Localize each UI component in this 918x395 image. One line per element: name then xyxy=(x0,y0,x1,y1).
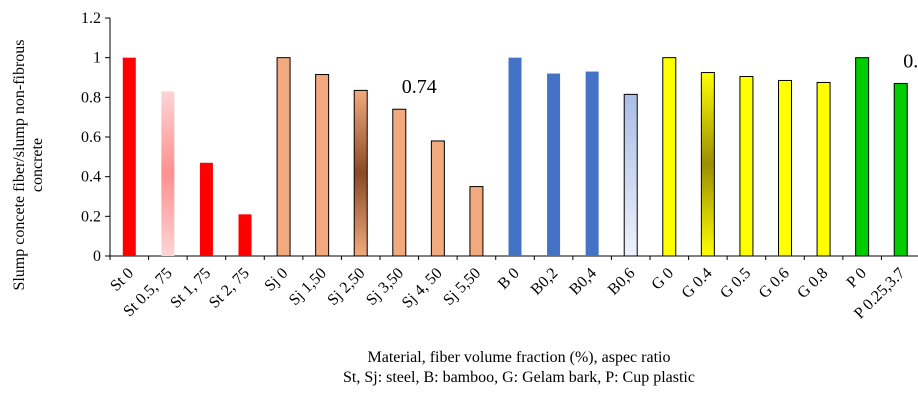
x-axis-title: Material, fiber volume fraction (%), asp… xyxy=(368,349,671,366)
bar xyxy=(816,81,831,257)
bar xyxy=(739,76,754,257)
bar xyxy=(893,82,908,257)
bar xyxy=(508,57,522,256)
x-tick-label: Sj 4, 50 xyxy=(399,265,446,312)
bar xyxy=(585,71,599,256)
bar xyxy=(855,57,870,257)
data-label-annotation: 0.74 xyxy=(402,76,437,98)
x-tick-label: G 0 xyxy=(648,265,677,294)
bar xyxy=(547,73,561,257)
x-tick-label: B0,6 xyxy=(605,265,639,299)
y-axis-title-line-1: Slump concete fiber/slump non-fibrous xyxy=(11,39,28,290)
x-tick-label: Sj 5,50 xyxy=(440,265,484,309)
y-tick-label: 0.4 xyxy=(81,169,101,186)
bar xyxy=(469,186,484,257)
x-tick-label: P 0 xyxy=(844,265,870,291)
x-tick-label: G 0.4 xyxy=(679,265,716,302)
x-tick-label: G 0.8 xyxy=(794,265,831,302)
bar xyxy=(276,57,291,257)
x-tick-label: B0,2 xyxy=(528,265,562,299)
bar xyxy=(392,108,407,257)
x-tick-label: G 0.6 xyxy=(756,265,793,302)
x-tick-label: G 0.5 xyxy=(717,265,754,302)
x-tick-label: Sj 2,50 xyxy=(324,265,368,309)
y-tick-label: 0.6 xyxy=(81,129,101,146)
x-tick-label: Sj 0 xyxy=(261,265,291,295)
bar xyxy=(238,214,252,256)
x-tick-label: St 1, 75 xyxy=(167,265,214,312)
bar xyxy=(315,74,330,257)
y-tick-label: 0.2 xyxy=(81,208,101,225)
bar xyxy=(662,57,677,257)
y-tick-label: 0 xyxy=(93,248,101,265)
x-tick-label: Sj 1,50 xyxy=(286,265,330,309)
y-tick-label: 1.2 xyxy=(81,10,101,27)
bar xyxy=(122,57,136,256)
bars xyxy=(122,57,908,257)
x-tick-label: St 0 xyxy=(107,265,137,295)
x-tick-label: St 2, 75 xyxy=(206,265,253,312)
y-tick-label: 0.8 xyxy=(81,89,101,106)
bar xyxy=(623,93,638,257)
data-label-annotation: 0.87 xyxy=(903,50,918,72)
x-tick-label: B 0 xyxy=(495,265,523,293)
bar xyxy=(700,72,715,257)
y-axis-title-line-2: concrete xyxy=(29,138,46,192)
bar xyxy=(161,91,175,256)
bar xyxy=(430,140,445,257)
x-tick-label: B0,4 xyxy=(566,265,600,299)
x-axis-subtitle: St, Sj: steel, B: bamboo, G: Gelam bark,… xyxy=(343,369,695,386)
bar xyxy=(353,89,368,257)
bar xyxy=(778,79,792,257)
bar xyxy=(199,162,213,256)
y-tick-label: 1 xyxy=(93,50,101,67)
